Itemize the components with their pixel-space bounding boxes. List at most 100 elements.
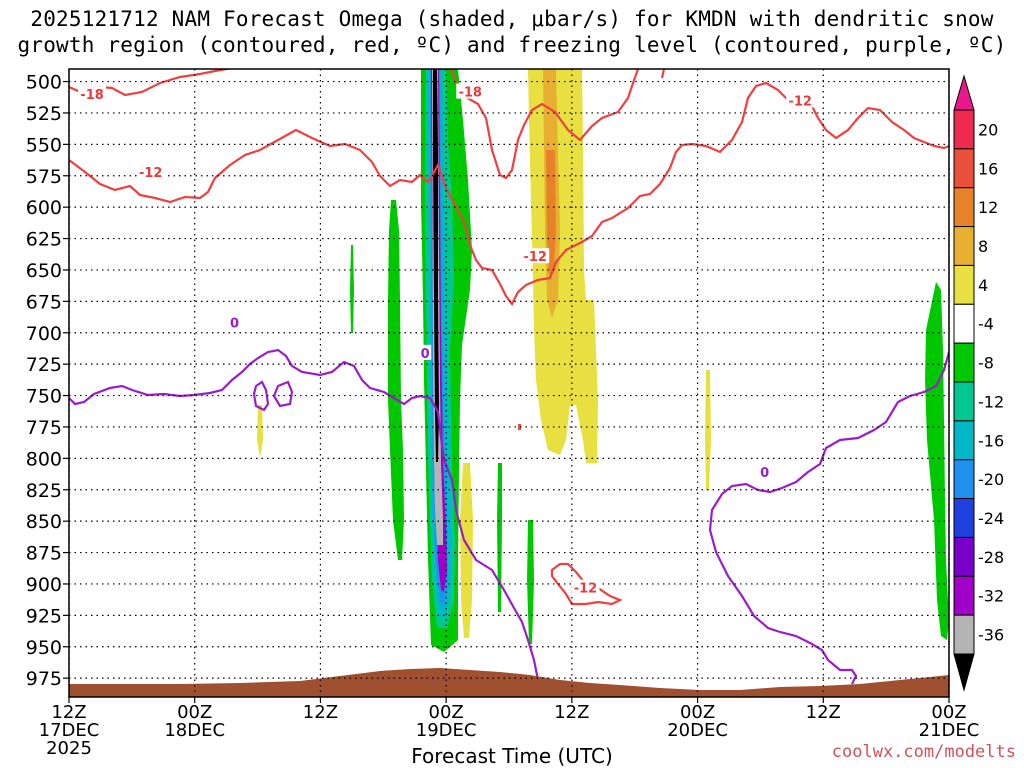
colorbar-swatch (953, 148, 975, 189)
y-tick-label: 725 (26, 354, 62, 376)
x-tick-label: 00Z (931, 702, 966, 723)
colorbar-swatch (953, 575, 975, 616)
omega-band-yellow (705, 370, 711, 490)
omega-band-yellow (460, 463, 473, 638)
y-tick-label: 925 (26, 605, 62, 627)
colorbar-swatch (953, 420, 975, 461)
omega-band-green (527, 520, 534, 644)
x-tick-label: 17DEC (39, 720, 100, 741)
omega-band-red (518, 424, 521, 430)
temp-contour-minus18 (660, 69, 666, 79)
y-tick-label: 775 (26, 417, 62, 439)
x-tick-label: 00Z (177, 702, 212, 723)
contour-label: -12 (139, 166, 163, 181)
freezing-contour-0 (708, 351, 949, 685)
omega-shading (257, 69, 949, 652)
x-tick-label: 19DEC (416, 720, 477, 741)
x-tick-label: 12Z (554, 702, 589, 723)
y-tick-label: 825 (26, 480, 62, 502)
y-tick-label: 975 (26, 668, 62, 690)
contour-label-bg (78, 86, 107, 102)
y-tick-label: 750 (26, 386, 62, 408)
contour-label: 0 (760, 466, 769, 481)
colorbar-swatch (953, 342, 975, 383)
colorbar-label: -20 (978, 470, 1004, 489)
ground-terrain (69, 668, 949, 697)
colorbar-top-triangle (953, 74, 975, 111)
colorbar-swatch (953, 226, 975, 266)
site-credit: coolwx.com/modelts (831, 742, 1016, 762)
contour-label-bg (136, 163, 165, 179)
y-tick-label: 850 (26, 511, 62, 533)
contour-label-bg (758, 464, 771, 480)
y-tick-label: 500 (26, 72, 62, 94)
colorbar-swatch (953, 614, 975, 655)
colorbar-label: 12 (978, 198, 998, 217)
y-axis-tick-labels: 500 525 550 575 600 625 650 675 700 725 750 775 800 8… (26, 72, 62, 691)
contour-label: -12 (788, 94, 812, 109)
x-tick-label: 12Z (51, 702, 86, 723)
x-tick-label: 21DEC (919, 720, 980, 741)
colorbar-bottom-triangle (953, 653, 975, 692)
y-tick-label: 950 (26, 637, 62, 659)
freezing-level-contours (69, 348, 949, 685)
omega-band-green (350, 245, 354, 333)
freezing-contour-0 (272, 380, 294, 408)
colorbar-label: -28 (978, 548, 1004, 567)
colorbar-label: -24 (978, 509, 1004, 528)
colorbar-label: 4 (978, 276, 988, 295)
contour-label-bg (786, 92, 815, 108)
chart-title-line-2: growth region (contoured, red, ºC) and f… (17, 33, 1007, 57)
omega-band-green (388, 200, 404, 560)
temp-contour-minus12 (550, 562, 623, 606)
x-tick-label: 12Z (806, 702, 841, 723)
colorbar-label: 16 (978, 159, 998, 178)
omega-colorbar: 20 16 12 8 4 -4 -8 -12 -16 -20 -24 -28 -32 -36 (953, 74, 1004, 692)
omega-band-yellow (257, 405, 263, 458)
colorbar-swatch (953, 498, 975, 538)
contour-label-bg (419, 344, 432, 360)
y-tick-label: 675 (26, 291, 62, 313)
contour-label-bg (228, 314, 241, 330)
y-tick-label: 650 (26, 260, 62, 282)
contour-label: 0 (230, 317, 239, 332)
plot-frame (68, 68, 950, 698)
colorbar-label: -8 (978, 354, 994, 373)
grid-lines (63, 69, 950, 703)
x-axis-title: Forecast Time (UTC) (411, 744, 613, 768)
x-tick-label: 20DEC (667, 720, 728, 741)
colorbar-label: -36 (978, 626, 1004, 645)
contour-label: -18 (80, 88, 104, 103)
y-tick-label: 600 (26, 197, 62, 219)
contour-label: 0 (421, 347, 430, 362)
y-tick-label: 525 (26, 103, 62, 125)
colorbar-swatch (953, 264, 975, 305)
chart-title-line-1: 2025121712 NAM Forecast Omega (shaded, μ… (30, 7, 994, 31)
omega-band-orange (546, 150, 556, 275)
y-tick-label: 800 (26, 448, 62, 470)
y-tick-label: 575 (26, 166, 62, 188)
contour-label-bg (456, 83, 485, 99)
x-tick-label: 18DEC (164, 720, 225, 741)
y-tick-label: 875 (26, 543, 62, 565)
colorbar-label: -12 (978, 392, 1004, 411)
y-tick-label: 625 (26, 229, 62, 251)
colorbar-label: -16 (978, 431, 1004, 450)
colorbar-swatch (953, 459, 975, 500)
colorbar-label: -4 (978, 315, 994, 334)
colorbar-swatch (953, 109, 975, 150)
x-tick-label: 00Z (680, 702, 715, 723)
contour-label: -12 (574, 582, 598, 597)
colorbar-swatch (953, 381, 975, 422)
freezing-contour-0 (252, 380, 270, 412)
omega-band-yellow (528, 69, 598, 463)
colorbar-swatch (953, 536, 975, 577)
y-tick-label: 700 (26, 323, 62, 345)
x-tick-label: 2025 (46, 738, 92, 759)
temp-contour-minus18 (449, 69, 640, 180)
colorbar-label: -32 (978, 587, 1004, 606)
colorbar-label: 20 (978, 120, 998, 139)
contour-labels: -18 -18 -12 -12 -12 -12 0 0 0 (78, 83, 815, 597)
